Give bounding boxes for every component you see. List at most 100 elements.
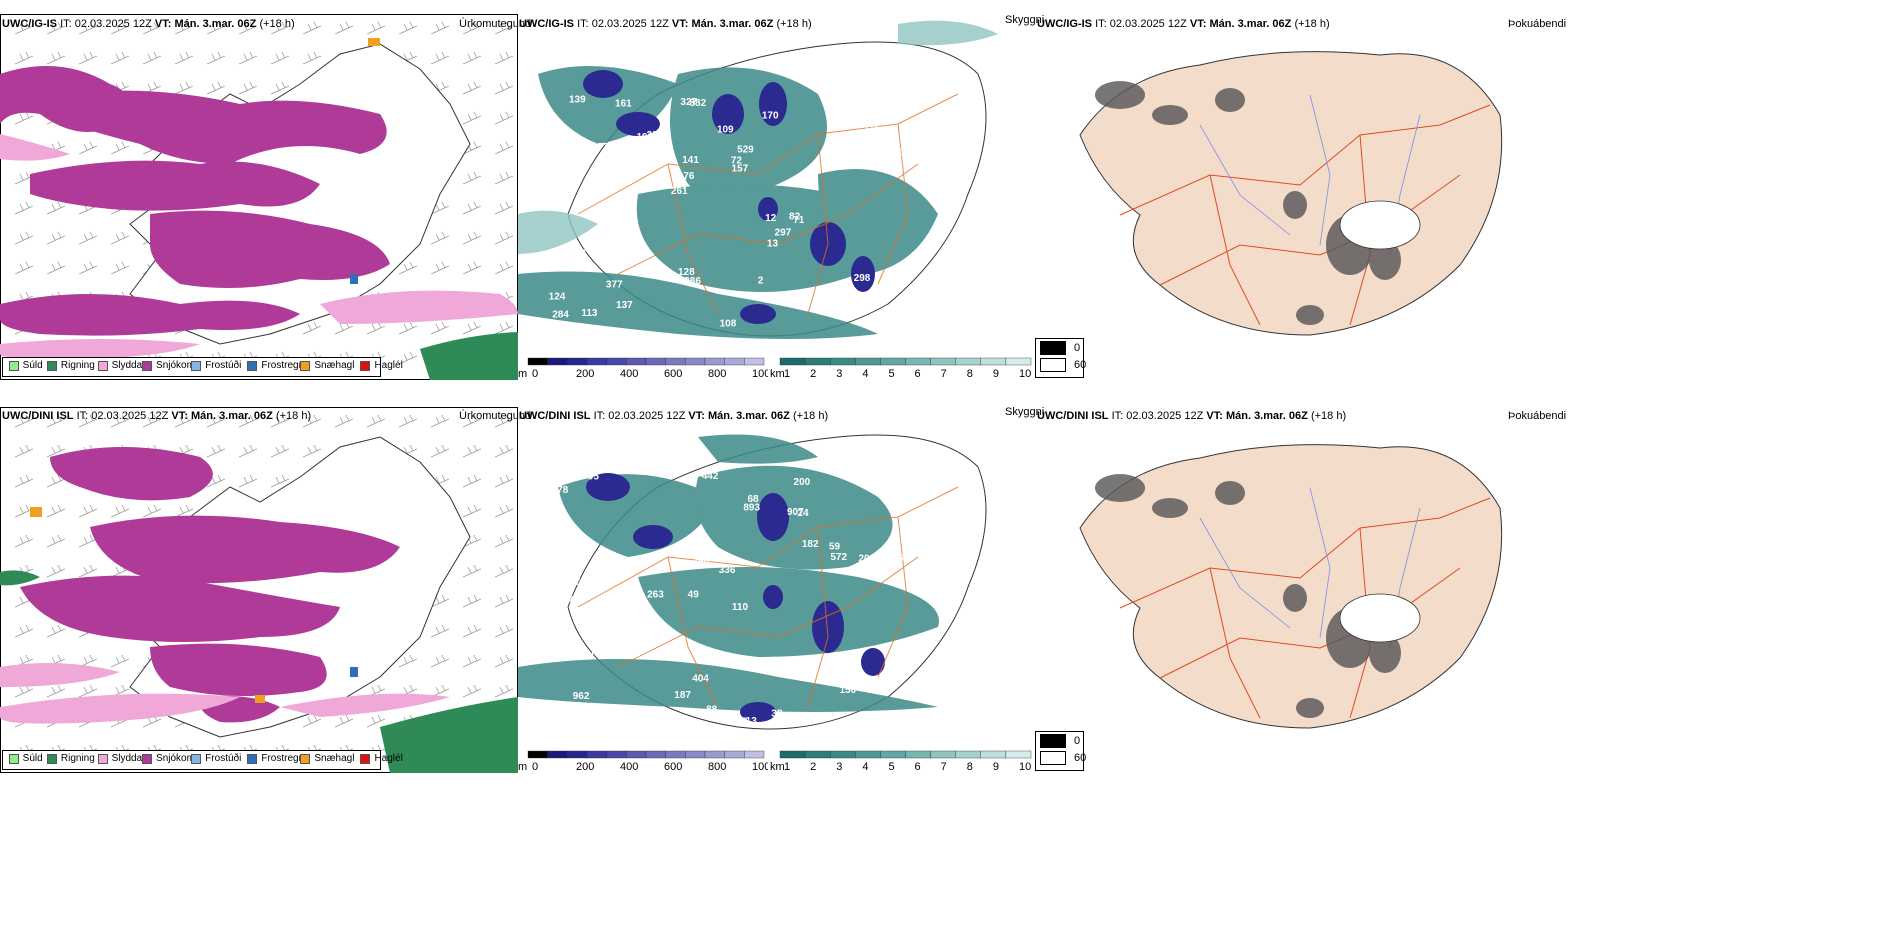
colorbar-segment (606, 750, 627, 759)
wind-barb (430, 624, 450, 638)
wind-barb (494, 141, 514, 155)
cloud-base-label: 109 (717, 125, 734, 136)
colorbar-tick-label: 6 (915, 761, 921, 773)
wind-barb (46, 474, 66, 488)
precip-type-panel-top (0, 14, 518, 380)
cloud-base-label: 128 (678, 267, 695, 278)
cloud-base-label: 170 (762, 111, 779, 122)
cloud-map-top: 5781569126117011332710986239124377882529… (518, 20, 998, 339)
precip-legend-item: Súld (8, 753, 43, 764)
precip-legend-item: Slydda (97, 360, 143, 371)
precip-legend-item: Haglél (360, 753, 403, 764)
wind-barb (174, 81, 194, 95)
cloud-base-label: 159 (565, 254, 582, 265)
cloud-base-label: 58 (682, 57, 694, 68)
wind-barb (462, 474, 482, 488)
colorbar-segment (779, 750, 806, 759)
cloud-base-label: 153 (897, 147, 914, 158)
cloud-base-label: 176 (678, 171, 695, 182)
legend-label: Snjókoma (156, 753, 201, 764)
cloud-base-label: 70 (575, 577, 587, 588)
colorbar-segment (830, 357, 856, 366)
precip-legend-item: Frostúði (191, 360, 241, 371)
wind-barb (398, 21, 418, 35)
precip-type-title-bottom: Úrkomutegund (459, 410, 532, 422)
colorbar-segment (527, 750, 548, 759)
legend-label: Snjókoma (156, 360, 201, 371)
visibility-colorbar-bottom: km 1 2 3 4 5 6 7 8 9 10 (770, 750, 1031, 773)
wind-barb (174, 504, 194, 518)
cloud-base-label: 947 (843, 106, 860, 117)
wind-barb (238, 444, 258, 458)
wind-barb (46, 21, 66, 35)
colorbar-segment (665, 750, 686, 759)
legend-swatch (8, 753, 19, 764)
model-title-top-2: UWC/IG-IS IT: 02.03.2025 12Z VT: Mán. 3.… (519, 18, 812, 30)
wind-barb (238, 81, 258, 95)
wind-barb (14, 414, 34, 428)
cloud-map-bottom: 74 200 62 49 110 232 78 907 128 893 336 545 547 263 47… (518, 434, 987, 730)
wind-barb (430, 201, 450, 215)
cloud-base-label: 113 (581, 308, 598, 319)
colorbar-segment (704, 357, 725, 366)
wind-barb (398, 261, 418, 275)
cloud-base-label: 377 (606, 280, 623, 291)
cloud-base-label: 286 (684, 276, 701, 287)
colorbar-segment (1005, 357, 1032, 366)
cloud-base-label: 74 (655, 443, 667, 454)
colorbar-segment (855, 750, 881, 759)
wind-barb (270, 21, 290, 35)
wind-barb (494, 321, 514, 335)
cloud-base-label: 106 (773, 655, 790, 666)
colorbar-segment (586, 357, 607, 366)
legend-label: Snæhagl (314, 753, 355, 764)
wind-barb (302, 714, 322, 728)
colorbar-tick-label: 0 (532, 761, 538, 773)
cloud-base-label: 155 (833, 676, 850, 687)
wind-barb (494, 414, 514, 428)
precip-legend-item: Slydda (97, 753, 142, 764)
colorbar-tick-label: 1 (784, 368, 790, 380)
cloud-base-label: 893 (743, 502, 760, 513)
colorbar-segment (905, 357, 931, 366)
colorbar-tick-label: 400 (620, 368, 638, 380)
colorbar-tick-label: 400 (620, 761, 638, 773)
colorbar-tick-label: 4 (862, 368, 868, 380)
wind-barb (366, 714, 386, 728)
legend-swatch (8, 360, 19, 371)
wind-barb (46, 414, 66, 428)
wind-barb (462, 321, 482, 335)
colorbar-segment (704, 750, 725, 759)
cloud-base-label: 86 (575, 248, 587, 259)
legend-swatch (142, 360, 153, 371)
legend-label: Slydda (111, 360, 143, 371)
cloud-base-label: 108 (720, 319, 737, 330)
colorbar-segment (980, 357, 1007, 366)
cloud-base-label: 298 (854, 273, 871, 284)
legend-label: Rigning (60, 360, 95, 371)
cloud-base-label: 284 (552, 309, 569, 320)
wind-barb (494, 51, 514, 65)
wind-barb (238, 474, 258, 488)
cloud-base-label: 124 (549, 291, 566, 302)
wind-barb (366, 21, 386, 35)
wind-barb (110, 504, 130, 518)
cloud-base-label: 139 (569, 95, 586, 106)
fog-legend-label: 60 (1074, 359, 1087, 371)
colorbar-segment (880, 357, 906, 366)
wind-barb (110, 654, 130, 668)
legend-label: Frostúði (205, 360, 242, 371)
wind-barb (494, 81, 514, 95)
wind-barb (430, 51, 450, 65)
legend-swatch (360, 753, 371, 764)
wind-barb (398, 414, 418, 428)
wind-barb (462, 684, 482, 698)
colorbar-segment (804, 750, 831, 759)
colorbar-segment (930, 357, 956, 366)
wind-barb (462, 444, 482, 458)
colorbar-tick-label: 9 (993, 761, 999, 773)
cloud-base-label: 772 (590, 647, 607, 658)
colorbar-segment (744, 357, 765, 366)
colorbar-tick-label: 4 (862, 761, 868, 773)
wind-barb (494, 534, 514, 548)
